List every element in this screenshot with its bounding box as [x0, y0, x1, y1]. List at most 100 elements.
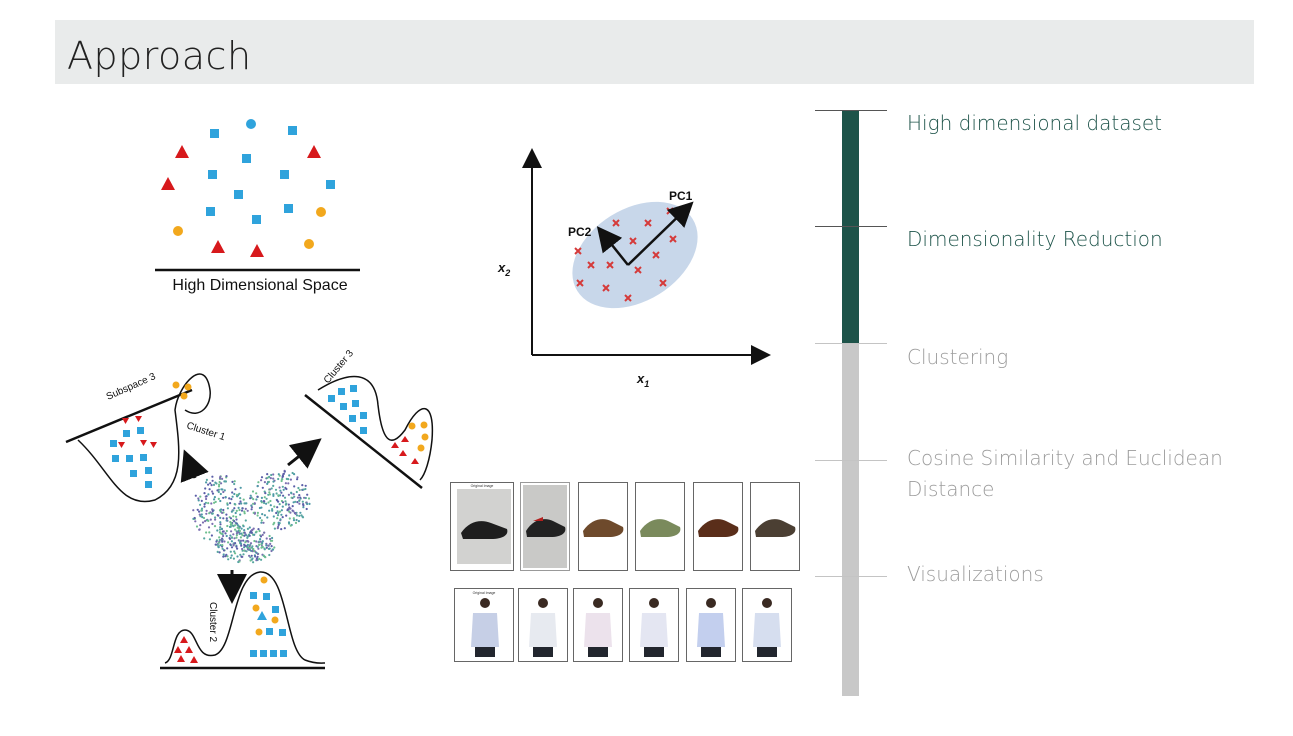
- cloud-point: [281, 485, 284, 488]
- cloud-point: [289, 507, 292, 510]
- cloud-point: [268, 547, 271, 550]
- cloud-point: [255, 498, 258, 501]
- cloud-point: [213, 496, 216, 499]
- cluster-3-curve: Cluster 3: [304, 348, 434, 489]
- cloud-point: [221, 477, 224, 480]
- cloud-point: [292, 510, 295, 513]
- cloud-point: [293, 495, 296, 498]
- cloud-point: [216, 514, 219, 517]
- data-points: [574, 207, 677, 302]
- cloud-point: [262, 500, 265, 503]
- cloud-point: [263, 496, 266, 499]
- cloud-point: [215, 540, 218, 543]
- cloud-point: [255, 530, 258, 533]
- cloud-point: [244, 519, 247, 522]
- cloud-point: [258, 557, 261, 560]
- cloud-point: [203, 537, 206, 540]
- shoe-icon: [583, 519, 624, 537]
- cloud-point: [258, 543, 261, 546]
- cloud-point: [226, 547, 229, 550]
- high-dimensional-space-caption: High Dimensional Space: [172, 277, 347, 294]
- shirt-icon: [471, 613, 499, 647]
- cloud-point: [263, 501, 266, 505]
- cloud-point: [221, 530, 224, 533]
- cloud-point: [207, 519, 210, 522]
- cloud-point: [203, 505, 206, 508]
- high-dimensional-space-figure: High Dimensional Space: [150, 105, 365, 300]
- cloud-point: [218, 528, 222, 531]
- cloud-point: [265, 542, 268, 545]
- cloud-point: [192, 509, 195, 512]
- cloud-point: [250, 529, 253, 532]
- cloud-point: [204, 520, 207, 523]
- cloud-point: [263, 531, 266, 534]
- cloud-point: [243, 510, 246, 513]
- cloud-point: [254, 555, 257, 558]
- result-shoe-1: [520, 482, 570, 571]
- original-shoe-image: Original Image: [450, 482, 514, 571]
- cloud-point: [220, 538, 223, 541]
- cloud-point: [237, 506, 240, 509]
- cloud-point: [282, 472, 285, 475]
- result-shirt-5: [742, 588, 792, 662]
- cloud-point: [217, 490, 220, 494]
- cloud-point: [282, 488, 285, 491]
- cloud-point: [246, 539, 249, 543]
- shirt-icon: [753, 613, 781, 647]
- cloud-point: [253, 502, 256, 505]
- cloud-point: [233, 550, 236, 553]
- cloud-point: [271, 509, 274, 512]
- cloud-point: [233, 482, 236, 486]
- cloud-point: [225, 519, 228, 522]
- cloud-point: [243, 512, 246, 515]
- cloud-point: [256, 514, 259, 517]
- cloud-point: [256, 552, 259, 556]
- cloud-point: [265, 502, 268, 505]
- cloud-point: [213, 498, 216, 501]
- cloud-point: [265, 544, 268, 547]
- cloud-point: [281, 501, 285, 504]
- cloud-point: [225, 529, 228, 533]
- cloud-point: [231, 491, 234, 494]
- cloud-point: [239, 500, 242, 503]
- cloud-point: [222, 508, 225, 512]
- cloud-point: [234, 528, 237, 531]
- cloud-point: [276, 514, 280, 517]
- cloud-point: [298, 514, 301, 517]
- cloud-point: [297, 520, 300, 523]
- cloud-point: [260, 496, 263, 499]
- cloud-point: [253, 549, 256, 552]
- cloud-point: [271, 508, 274, 511]
- cloud-point: [218, 480, 221, 484]
- cloud-point: [256, 545, 259, 548]
- subspace-clustering-svg: Subspace 3 Cluster 1 Cluster 3: [65, 348, 434, 670]
- cloud-point: [273, 527, 276, 530]
- shirt-icon: [640, 613, 668, 647]
- cloud-point: [228, 497, 231, 500]
- cloud-point: [238, 502, 241, 505]
- cloud-point: [205, 509, 208, 512]
- cloud-point: [299, 496, 302, 499]
- result-shoe-4: [693, 482, 743, 571]
- x-axis-label: x1: [636, 371, 649, 389]
- cloud-point: [242, 498, 245, 501]
- cloud-point: [296, 496, 300, 499]
- cloud-point: [303, 496, 306, 499]
- cloud-point: [272, 477, 275, 480]
- cloud-point: [255, 559, 258, 562]
- cloud-point: [227, 541, 230, 544]
- cloud-point: [246, 527, 249, 530]
- cloud-point: [307, 497, 311, 500]
- cloud-point: [271, 548, 275, 551]
- cloud-point: [292, 517, 295, 520]
- cloud-point: [224, 532, 227, 535]
- cloud-point: [205, 512, 208, 515]
- cloud-point: [250, 504, 253, 507]
- cloud-point: [210, 534, 213, 537]
- cloud-point: [229, 556, 232, 559]
- y-axis-label: x2: [497, 260, 510, 278]
- cloud-point: [198, 528, 201, 531]
- cloud-point: [239, 553, 242, 556]
- cloud-point: [268, 493, 271, 496]
- cloud-point: [249, 497, 252, 500]
